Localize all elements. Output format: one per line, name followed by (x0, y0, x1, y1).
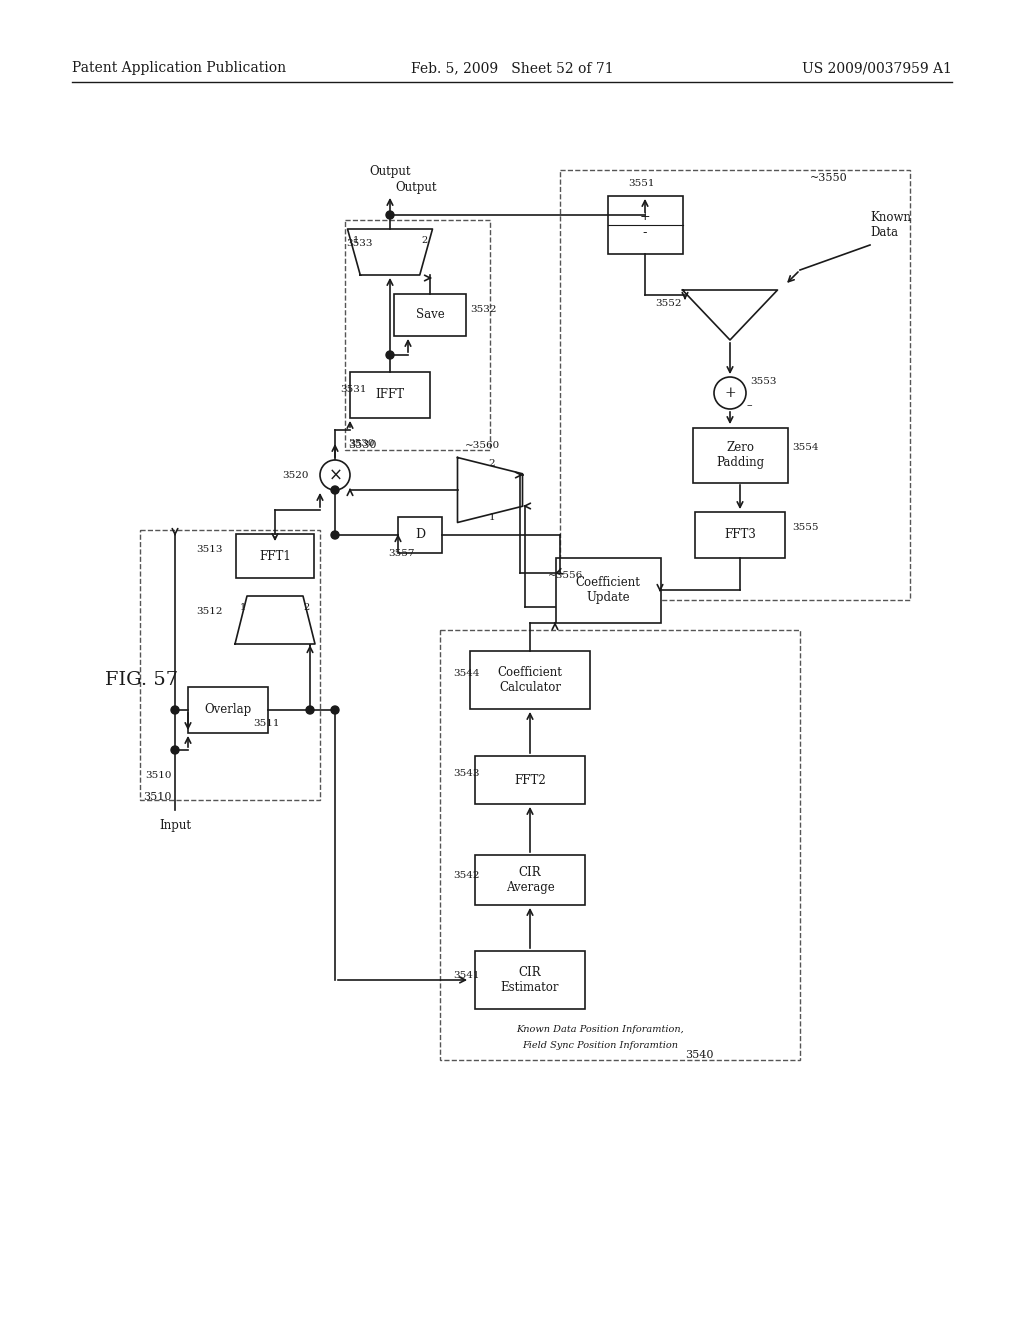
Text: Coefficient
Update: Coefficient Update (575, 576, 640, 605)
Text: US 2009/0037959 A1: US 2009/0037959 A1 (802, 61, 952, 75)
Text: Input: Input (159, 818, 191, 832)
Polygon shape (683, 290, 777, 341)
Text: 3530: 3530 (348, 440, 377, 450)
Text: ~3550: ~3550 (810, 173, 848, 183)
Text: 3530: 3530 (348, 438, 375, 447)
Bar (398, 517, 442, 553)
Text: 3510: 3510 (143, 792, 171, 803)
Text: –: – (746, 400, 753, 411)
Text: 3557: 3557 (388, 549, 415, 558)
Text: 3511: 3511 (253, 719, 280, 729)
Text: 3532: 3532 (470, 305, 497, 314)
Circle shape (306, 706, 314, 714)
Text: Output: Output (395, 181, 436, 194)
Text: Feb. 5, 2009   Sheet 52 of 71: Feb. 5, 2009 Sheet 52 of 71 (411, 61, 613, 75)
Text: 1: 1 (240, 603, 246, 612)
Text: CIR
Estimator: CIR Estimator (501, 966, 559, 994)
Circle shape (331, 531, 339, 539)
Circle shape (171, 746, 179, 754)
Text: +: + (724, 385, 736, 400)
Bar (555, 557, 660, 623)
Text: 3542: 3542 (453, 870, 479, 879)
Bar (470, 651, 590, 709)
Bar (440, 630, 800, 1060)
Text: FFT2: FFT2 (514, 774, 546, 787)
Bar (188, 686, 268, 733)
Text: 2: 2 (421, 236, 427, 246)
Bar (607, 195, 683, 253)
Text: 2: 2 (488, 458, 496, 467)
Bar (692, 428, 787, 483)
Text: $\times$: $\times$ (328, 466, 342, 484)
Circle shape (386, 211, 394, 219)
Text: 3510: 3510 (145, 771, 171, 780)
Text: 3543: 3543 (453, 770, 479, 779)
Bar (236, 535, 314, 578)
Text: 1: 1 (488, 513, 496, 523)
Bar (695, 512, 785, 558)
Text: ~3560: ~3560 (465, 441, 501, 450)
Bar (560, 170, 910, 601)
Text: FFT3: FFT3 (724, 528, 756, 541)
Text: 3552: 3552 (655, 298, 682, 308)
Text: Output: Output (370, 165, 411, 178)
Text: 3541: 3541 (453, 970, 479, 979)
Text: 3531: 3531 (340, 385, 367, 395)
Text: IFFT: IFFT (376, 388, 404, 401)
Text: Patent Application Publication: Patent Application Publication (72, 61, 286, 75)
Text: D: D (415, 528, 425, 541)
Circle shape (319, 459, 350, 490)
Polygon shape (234, 597, 315, 644)
Bar (350, 372, 430, 418)
Text: 3551: 3551 (628, 178, 654, 187)
Polygon shape (347, 228, 432, 275)
Text: Known Data Position Inforamtion,: Known Data Position Inforamtion, (516, 1026, 684, 1035)
Bar (475, 855, 585, 906)
Bar (394, 294, 466, 337)
Text: 3544: 3544 (453, 669, 479, 678)
Text: Known
Data: Known Data (870, 211, 911, 239)
Text: 3513: 3513 (196, 544, 222, 553)
Text: -: - (643, 227, 647, 239)
Text: CIR
Average: CIR Average (506, 866, 554, 894)
Text: +: + (640, 210, 650, 223)
Text: Save: Save (416, 309, 444, 322)
Text: Field Sync Position Inforamtion: Field Sync Position Inforamtion (522, 1040, 678, 1049)
Text: Coefficient
Calculator: Coefficient Calculator (498, 667, 562, 694)
Text: FFT1: FFT1 (259, 549, 291, 562)
Text: 3520: 3520 (282, 470, 308, 479)
Text: ~3556: ~3556 (548, 570, 584, 579)
Bar (475, 950, 585, 1008)
Bar (345, 220, 490, 450)
Text: 3533: 3533 (346, 239, 373, 248)
Text: 3555: 3555 (792, 523, 818, 532)
Circle shape (714, 378, 746, 409)
Bar (475, 756, 585, 804)
Polygon shape (458, 458, 522, 523)
Text: 3540: 3540 (685, 1049, 714, 1060)
Circle shape (386, 351, 394, 359)
Text: 2: 2 (304, 603, 310, 612)
Bar (140, 531, 319, 800)
Text: 3554: 3554 (792, 444, 818, 453)
Text: FIG. 57: FIG. 57 (105, 671, 178, 689)
Circle shape (171, 706, 179, 714)
Text: Overlap: Overlap (205, 704, 252, 717)
Text: Zero
Padding: Zero Padding (716, 441, 764, 469)
Circle shape (331, 486, 339, 494)
Text: 1: 1 (352, 236, 359, 246)
Text: 3512: 3512 (196, 607, 222, 616)
Text: 3553: 3553 (750, 378, 776, 387)
Circle shape (331, 706, 339, 714)
